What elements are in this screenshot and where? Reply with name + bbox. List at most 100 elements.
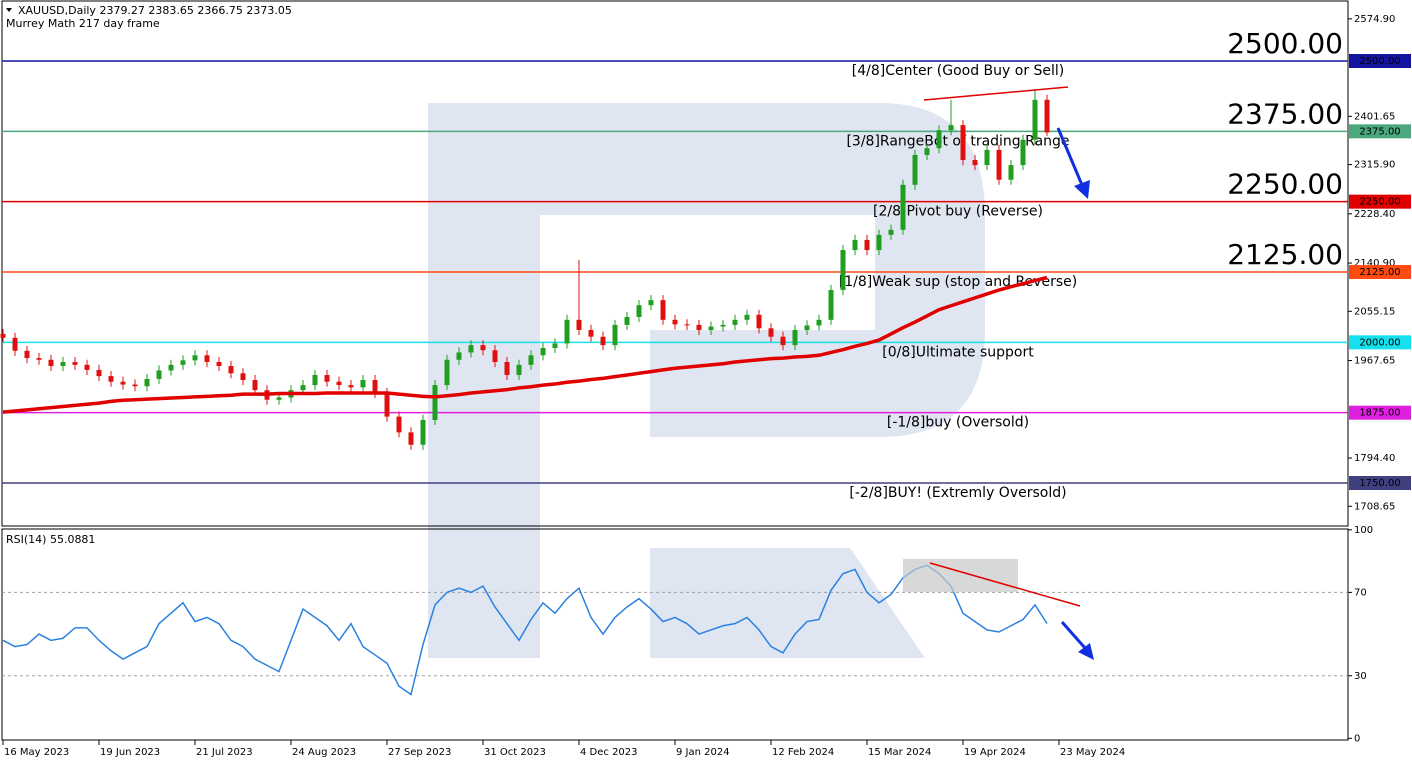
candle-body bbox=[252, 380, 258, 391]
y-tick-label: 70 bbox=[1354, 587, 1367, 598]
rsi-line bbox=[2, 564, 1048, 696]
candle-body bbox=[780, 336, 786, 346]
menu-triangle bbox=[6, 8, 12, 12]
candle-body bbox=[540, 347, 546, 356]
arrow-head bbox=[1074, 180, 1090, 199]
level-box-label: 2375.00 bbox=[1359, 126, 1400, 137]
candle-body bbox=[912, 154, 918, 185]
level-box bbox=[1349, 53, 1411, 68]
candle-body bbox=[144, 378, 150, 387]
y-tick-label: 2401.65 bbox=[1354, 111, 1395, 122]
candle-body bbox=[1020, 139, 1026, 166]
y-tick-label: 1967.65 bbox=[1354, 356, 1395, 367]
candle-body bbox=[876, 234, 882, 251]
arrow-shaft bbox=[1056, 127, 1084, 186]
level-box bbox=[1349, 124, 1411, 139]
candle-body bbox=[732, 319, 738, 325]
candle-body bbox=[852, 239, 858, 251]
candle-body bbox=[552, 343, 558, 348]
candle-body bbox=[432, 385, 438, 420]
candle-body bbox=[768, 328, 774, 337]
x-tick-label: 31 Oct 2023 bbox=[484, 747, 546, 758]
candle-body bbox=[228, 365, 234, 374]
candle-body bbox=[300, 385, 306, 391]
candle-body bbox=[672, 319, 678, 325]
candle-body bbox=[468, 345, 474, 353]
candle-body bbox=[420, 419, 426, 445]
candle-body bbox=[708, 326, 714, 330]
arrow-head bbox=[1078, 643, 1094, 660]
candle-body bbox=[924, 148, 930, 155]
candle-body bbox=[840, 250, 846, 291]
candle-body bbox=[660, 300, 666, 320]
y-tick-label: 100 bbox=[1354, 525, 1373, 536]
chart-title: XAUUSD,Daily 2379.27 2383.65 2366.75 237… bbox=[18, 4, 292, 17]
candle-body bbox=[156, 370, 162, 379]
candle-body bbox=[624, 317, 630, 325]
candle-body bbox=[384, 392, 390, 417]
moving-average bbox=[2, 275, 1048, 414]
candle-body bbox=[1044, 99, 1050, 133]
level-name: [3/8]RangeBot of trading Range bbox=[846, 133, 1069, 149]
y-tick-label: 2055.15 bbox=[1354, 306, 1395, 317]
candle-body bbox=[612, 324, 618, 346]
x-tick-label: 4 Dec 2023 bbox=[580, 747, 638, 758]
candle-body bbox=[48, 359, 54, 366]
candle-body bbox=[168, 364, 174, 371]
level-name: [0/8]Ultimate support bbox=[882, 344, 1034, 360]
watermark-leg bbox=[650, 548, 925, 658]
x-tick-label: 15 Mar 2024 bbox=[868, 747, 931, 758]
candle-body bbox=[240, 373, 246, 381]
rsi-title: RSI(14) 55.0881 bbox=[6, 533, 95, 546]
x-tick-label: 21 Jul 2023 bbox=[196, 747, 253, 758]
level-name: [4/8]Center (Good Buy or Sell) bbox=[852, 63, 1065, 79]
candle-body bbox=[444, 359, 450, 386]
candle-body bbox=[1008, 165, 1014, 180]
watermark bbox=[428, 103, 985, 658]
level-box bbox=[1349, 194, 1411, 209]
candle-body bbox=[120, 381, 126, 385]
level-big-label: 2500.00 bbox=[1227, 27, 1343, 60]
candle-body bbox=[84, 364, 90, 370]
candle-body bbox=[756, 314, 762, 329]
candle-body bbox=[900, 184, 906, 230]
candle-body bbox=[480, 345, 486, 351]
level-box bbox=[1349, 476, 1411, 491]
candle-body bbox=[960, 125, 966, 161]
candle-body bbox=[600, 336, 606, 346]
candle-body bbox=[96, 369, 102, 377]
level-name: [-2/8]BUY! (Extremly Oversold) bbox=[849, 485, 1066, 501]
candle-body bbox=[864, 239, 870, 251]
back-layer: [4/8]Center (Good Buy or Sell) [3/8]Range… bbox=[0, 60, 1348, 677]
candle-body bbox=[180, 360, 186, 365]
candle-body bbox=[1032, 99, 1038, 140]
candle-body bbox=[360, 380, 366, 388]
candle-body bbox=[348, 385, 354, 388]
chart-subtitle: Murrey Math 217 day frame bbox=[6, 17, 160, 30]
level-name: [2/8]Pivot buy (Reverse) bbox=[873, 204, 1043, 220]
candle-body bbox=[336, 381, 342, 386]
y-tick-label: 1708.65 bbox=[1354, 501, 1395, 512]
candle-body bbox=[636, 305, 642, 318]
level-box bbox=[1349, 265, 1411, 280]
candle-body bbox=[396, 416, 402, 433]
x-tick-label: 19 Jun 2023 bbox=[100, 747, 160, 758]
level-box-label: 1750.00 bbox=[1359, 478, 1400, 489]
x-tick-label: 24 Aug 2023 bbox=[292, 747, 356, 758]
x-tick-label: 12 Feb 2024 bbox=[772, 747, 834, 758]
candle-body bbox=[492, 350, 498, 363]
x-tick-label: 16 May 2023 bbox=[4, 747, 69, 758]
front-layer: 2574.90 2401.65 2315.90 2228.40 2140.90 2055.… bbox=[2, 14, 1411, 758]
x-tick-label: 9 Jan 2024 bbox=[676, 747, 730, 758]
highlight-box bbox=[903, 559, 1018, 592]
y-tick-label: 1794.40 bbox=[1354, 453, 1395, 464]
trend-line bbox=[929, 562, 1081, 607]
level-box-label: 2125.00 bbox=[1359, 267, 1400, 278]
candle-body bbox=[804, 325, 810, 330]
level-big-label: 2125.00 bbox=[1227, 238, 1343, 271]
candle-body bbox=[936, 130, 942, 149]
candle-body bbox=[276, 397, 282, 400]
candle-body bbox=[888, 229, 894, 235]
candle-body bbox=[24, 350, 30, 359]
